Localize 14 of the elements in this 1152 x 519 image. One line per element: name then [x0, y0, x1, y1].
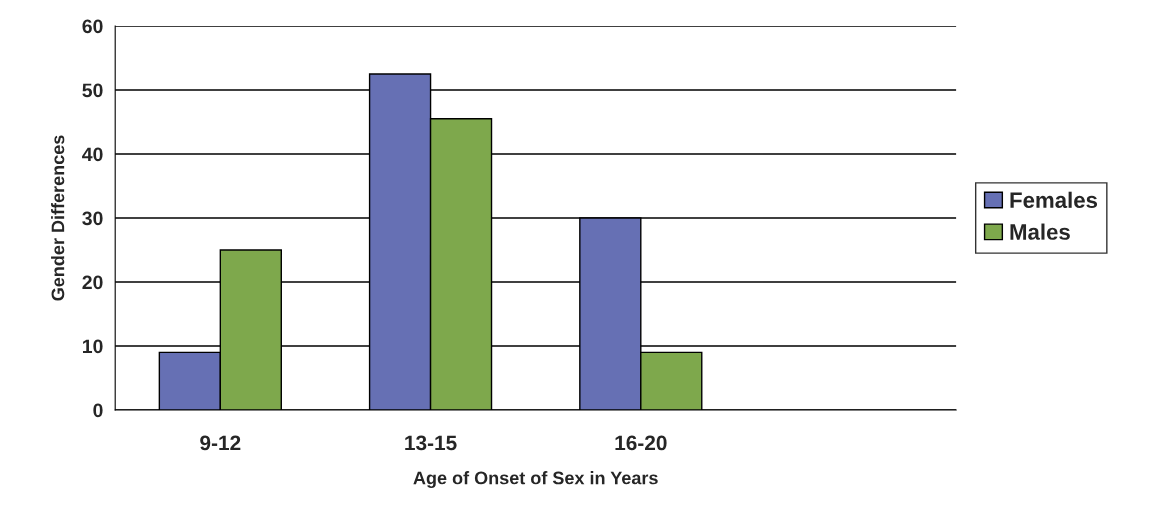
- x-tick-label: 13-15: [405, 435, 457, 451]
- legend-label: Females: [1010, 191, 1098, 209]
- legend-label: Males: [1010, 223, 1070, 240]
- y-tick-label: 10: [82, 339, 103, 354]
- y-axis-title: Gender Differences: [51, 135, 65, 301]
- y-tick-label: 50: [82, 83, 103, 98]
- x-axis-title: Age of Onset of Sex in Years: [413, 471, 658, 489]
- x-tick-label: 9-12: [200, 435, 241, 451]
- y-tick-label: 30: [82, 211, 103, 226]
- y-tick-label: 60: [82, 19, 103, 34]
- y-tick-label: 0: [93, 403, 103, 418]
- y-tick-label: 20: [82, 275, 103, 290]
- x-tick-label: 16-20: [615, 435, 667, 451]
- y-tick-label: 40: [82, 147, 103, 162]
